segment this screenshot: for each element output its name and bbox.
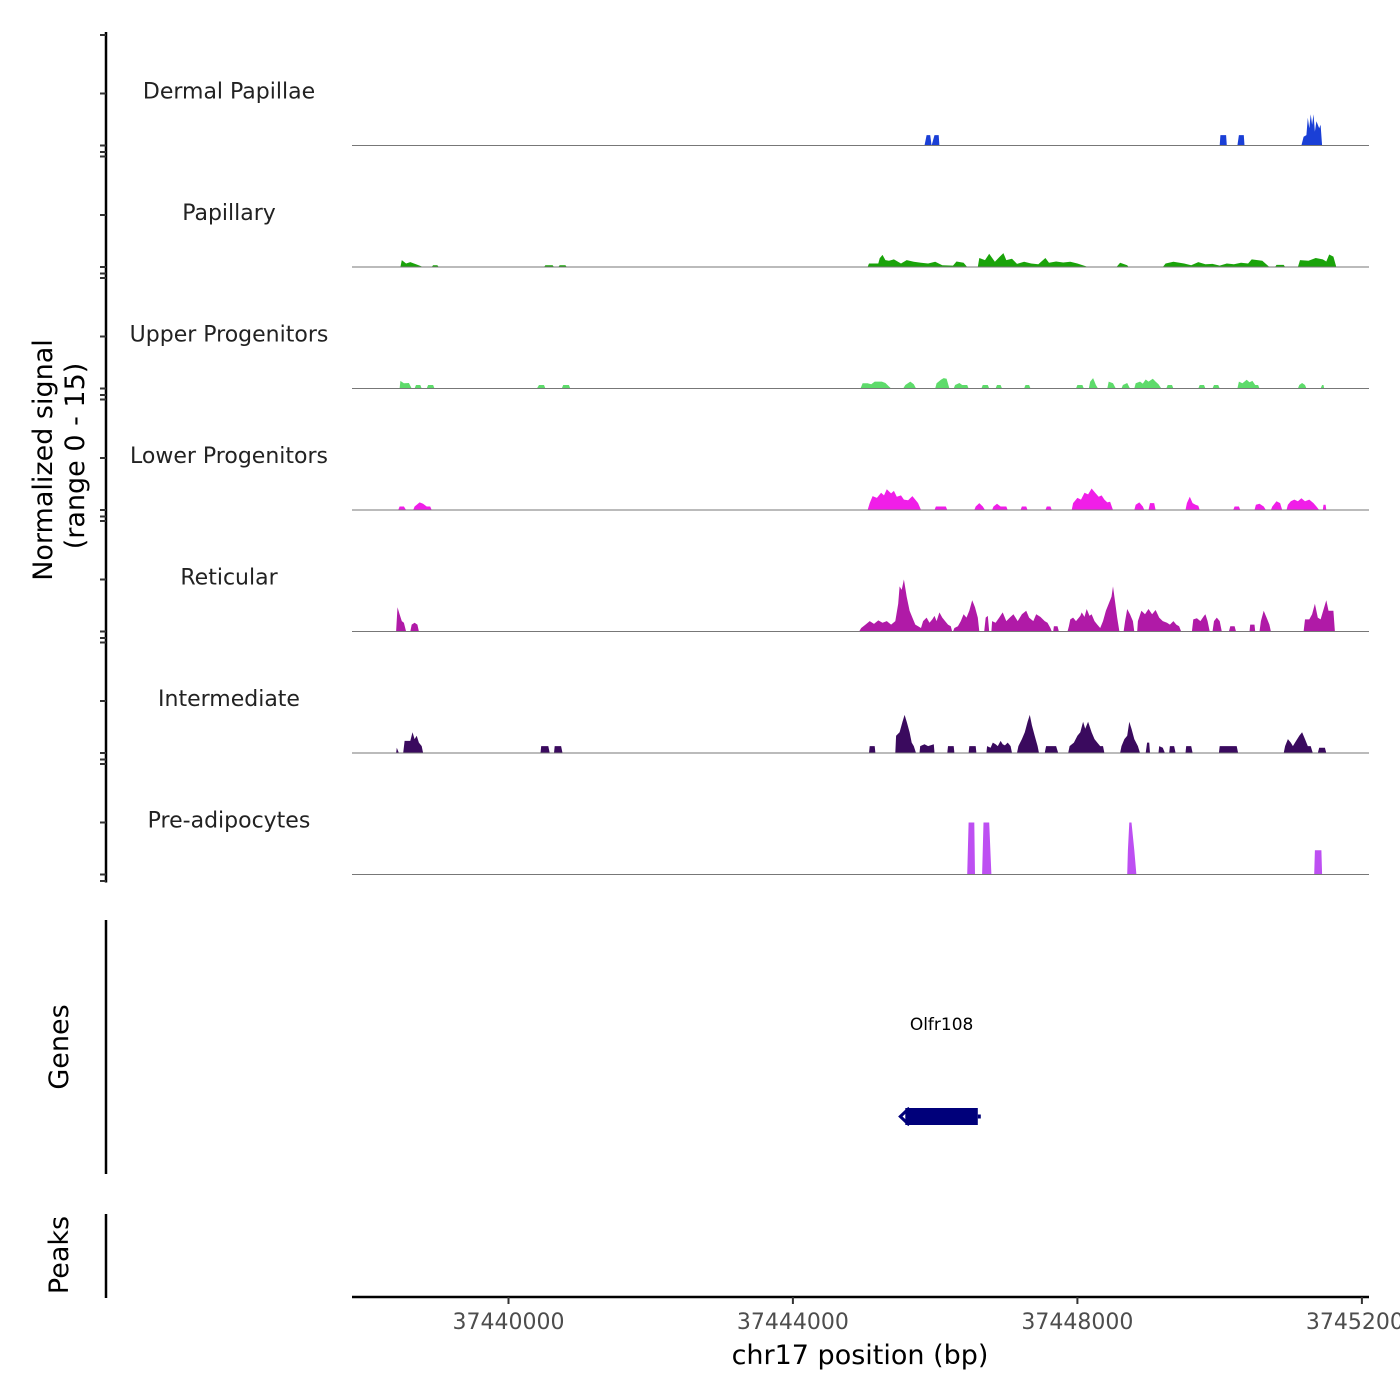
signal-area bbox=[352, 822, 1369, 875]
y-axis-subtitle: (range 0 - 15) bbox=[60, 363, 91, 550]
signal-y-axis bbox=[100, 32, 108, 883]
track-label: Lower Progenitors bbox=[130, 444, 328, 469]
genes-axis-title: Genes bbox=[44, 1004, 75, 1089]
track-reticular: Reticular bbox=[180, 566, 1369, 632]
track-dermal-papillae: Dermal Papillae bbox=[143, 80, 1369, 146]
track-upper-progenitors: Upper Progenitors bbox=[130, 323, 1369, 389]
signal-area bbox=[352, 579, 1369, 632]
x-axis-ticks: 37440000 37444000 37448000 37452000 bbox=[453, 1297, 1400, 1335]
track-intermediate: Intermediate bbox=[158, 687, 1369, 754]
gene-body bbox=[905, 1108, 978, 1125]
x-tick-label: 37444000 bbox=[737, 1310, 849, 1335]
gene-annotations: Olfr108 bbox=[898, 1015, 981, 1127]
x-tick-label: 37452000 bbox=[1306, 1310, 1400, 1335]
signal-area bbox=[352, 253, 1369, 267]
track-lower-progenitors: Lower Progenitors bbox=[130, 444, 1369, 511]
track-label: Papillary bbox=[182, 201, 276, 226]
gene-label: Olfr108 bbox=[910, 1015, 974, 1035]
signal-area bbox=[352, 378, 1369, 389]
signal-area bbox=[352, 488, 1369, 510]
track-papillary: Papillary bbox=[182, 201, 1369, 268]
x-tick-label: 37440000 bbox=[453, 1310, 565, 1335]
strand-arrow bbox=[898, 1106, 911, 1127]
track-label: Pre-adipocytes bbox=[148, 809, 311, 834]
signal-tracks: Dermal Papillae Papillary Upper Progenitor… bbox=[130, 80, 1369, 875]
track-label: Reticular bbox=[180, 566, 278, 591]
track-label: Intermediate bbox=[158, 687, 300, 712]
signal-area bbox=[352, 114, 1369, 146]
gene-olfr108: Olfr108 bbox=[898, 1015, 981, 1127]
track-label: Upper Progenitors bbox=[130, 323, 329, 348]
x-tick-label: 37448000 bbox=[1021, 1310, 1133, 1335]
x-axis-title: chr17 position (bp) bbox=[732, 1340, 989, 1371]
signal-area bbox=[352, 714, 1369, 753]
peaks-axis-title: Peaks bbox=[44, 1216, 75, 1294]
track-label: Dermal Papillae bbox=[143, 80, 315, 105]
track-pre-adipocytes: Pre-adipocytes bbox=[148, 809, 1369, 875]
y-axis-title: Normalized signal bbox=[28, 339, 59, 581]
